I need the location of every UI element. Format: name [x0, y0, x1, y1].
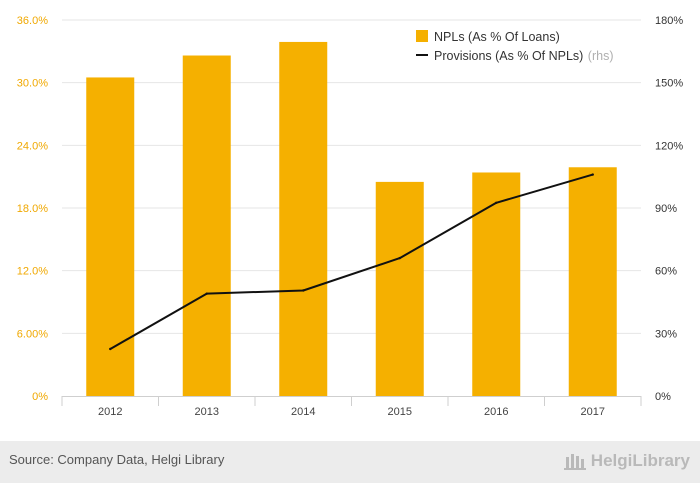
point-provisions — [591, 173, 594, 176]
legend-label-provisions: Provisions (As % Of NPLs) — [434, 49, 583, 63]
y-right-tick-label: 60% — [655, 266, 677, 278]
point-provisions — [205, 292, 208, 295]
bar-npls — [279, 41, 328, 396]
x-tick-label: 2014 — [291, 406, 315, 418]
gridlines — [62, 19, 641, 334]
source-note: Source: Company Data, Helgi Library — [9, 452, 225, 467]
y-right-tick-label: 180% — [655, 15, 683, 27]
bar-npls — [472, 172, 521, 396]
point-provisions — [398, 256, 401, 260]
y-left-tick-label: 0% — [32, 391, 48, 403]
footer: Source: Company Data, Helgi Library Helg… — [0, 441, 700, 483]
bar-npls — [182, 55, 231, 397]
brand-name: HelgiLibrary — [590, 451, 690, 470]
y-right-tick-label: 0% — [655, 391, 671, 403]
y-left-tick-label: 36.0% — [17, 15, 48, 27]
legend[interactable]: NPLs (As % Of Loans) Provisions (As % Of… — [416, 30, 614, 64]
legend-item-provisions[interactable]: Provisions (As % Of NPLs) (rhs) — [416, 47, 614, 64]
left-axis: 0% 6.00% 12.0% 18.0% 24.0% 30.0% 36.0% — [17, 15, 48, 403]
x-tick-label: 2016 — [484, 406, 508, 418]
y-left-tick-label: 30.0% — [17, 78, 48, 90]
x-tick-label: 2015 — [388, 406, 412, 418]
y-right-tick-label: 30% — [655, 328, 677, 340]
legend-rhs-suffix: (rhs) — [588, 49, 614, 63]
right-axis: 0% 30% 60% 90% 120% 150% 180% — [655, 15, 683, 403]
brand-logo[interactable]: HelgiLibrary — [563, 449, 690, 473]
y-left-tick-label: 6.00% — [17, 328, 48, 340]
x-tick-label: 2013 — [195, 406, 219, 418]
y-left-tick-label: 18.0% — [17, 203, 48, 215]
x-axis: 2012 2013 2014 2015 2016 2017 — [61, 396, 642, 418]
y-right-tick-label: 120% — [655, 140, 683, 152]
bar-npls — [86, 77, 135, 396]
library-columns-icon — [563, 454, 586, 470]
legend-swatch-bar — [416, 30, 428, 42]
bars — [86, 41, 617, 397]
point-provisions — [109, 347, 112, 351]
provisions-line — [109, 173, 594, 351]
legend-label-provisions-group: Provisions (As % Of NPLs) (rhs) — [434, 47, 614, 64]
legend-item-npls[interactable]: NPLs (As % Of Loans) — [416, 30, 560, 44]
y-right-tick-label: 90% — [655, 203, 677, 215]
y-right-tick-label: 150% — [655, 78, 683, 90]
point-provisions — [302, 289, 305, 292]
line-provisions — [109, 173, 594, 350]
bar-npls — [568, 167, 617, 396]
y-left-tick-label: 12.0% — [17, 266, 48, 278]
legend-label-npls: NPLs (As % Of Loans) — [434, 30, 560, 44]
x-tick-label: 2017 — [581, 406, 605, 418]
bar-npls — [375, 181, 424, 396]
point-provisions — [495, 201, 498, 204]
y-left-tick-label: 24.0% — [17, 140, 48, 152]
x-tick-label: 2012 — [98, 406, 122, 418]
chart: 0% 6.00% 12.0% 18.0% 24.0% 30.0% 36.0% 0% 30% 60… — [17, 15, 684, 418]
